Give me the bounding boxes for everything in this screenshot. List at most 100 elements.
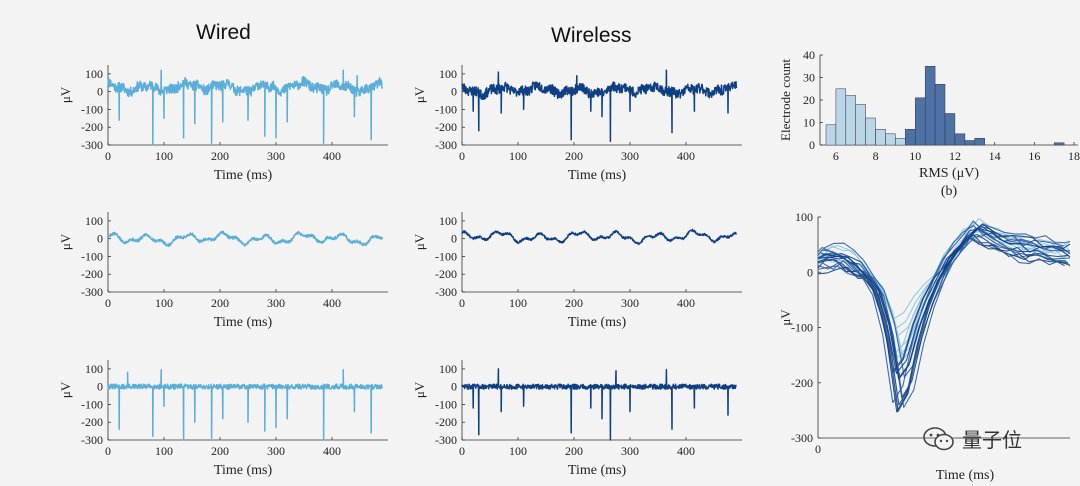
y-axis-label: μV: [58, 233, 73, 250]
y-tick-label: 0: [97, 232, 103, 246]
x-tick-label: 0: [105, 444, 111, 458]
signal-trace: [107, 69, 384, 146]
y-tick-label: -200: [435, 120, 457, 134]
signal-trace: [107, 369, 383, 441]
x-tick-label: 400: [323, 296, 341, 310]
x-axis-label: Time (ms): [568, 315, 627, 330]
x-tick-label: 100: [509, 444, 527, 458]
y-tick-label: -300: [435, 138, 457, 152]
y-tick-label: 100: [85, 362, 103, 376]
x-axis-label: Time (ms): [214, 168, 273, 183]
y-tick-label: -300: [435, 285, 457, 299]
x-tick-label: 14: [989, 149, 1001, 163]
y-tick-label: 0: [451, 232, 457, 246]
y-tick-label: 0: [451, 85, 457, 99]
x-tick-label: 0: [459, 149, 465, 163]
wechat-icon: [923, 426, 954, 450]
watermark: 量子位: [922, 424, 1022, 453]
y-tick-label: -200: [435, 267, 457, 281]
x-axis-label: Time (ms): [214, 463, 273, 478]
histogram-bar-wireless: [954, 133, 966, 146]
y-tick-label: -300: [791, 431, 813, 445]
histogram-bar-wired: [895, 138, 906, 146]
x-tick-label: 200: [565, 296, 583, 310]
x-axis-label: RMS (μV): [919, 166, 979, 181]
x-tick-label: 12: [949, 149, 961, 163]
y-tick-label: 100: [795, 210, 813, 224]
histogram-bar-wireless: [974, 138, 985, 146]
x-tick-label: 300: [267, 296, 285, 310]
histogram-bar-wireless: [924, 66, 936, 146]
x-tick-label: 200: [565, 444, 583, 458]
histogram-bar-wired: [875, 129, 886, 146]
waveform-trace: [817, 220, 1065, 372]
x-tick-label: 100: [155, 444, 173, 458]
y-tick-label: 0: [97, 85, 103, 99]
waveform-trace: [817, 234, 1065, 374]
x-tick-label: 10: [909, 149, 921, 163]
signal-trace: [461, 69, 738, 143]
watermark-text: 量子位: [962, 428, 1022, 452]
x-tick-label: 200: [211, 296, 229, 310]
histogram-bar-wired: [885, 133, 896, 146]
y-tick-label: -100: [81, 102, 103, 116]
y-tick-label: 100: [85, 214, 103, 228]
waveform-trace: [819, 228, 1071, 348]
y-tick-label: -200: [791, 376, 813, 390]
histogram-bar-wired: [845, 95, 856, 146]
x-tick-label: 300: [621, 296, 639, 310]
y-tick-label: 0: [809, 138, 815, 152]
x-tick-label: 0: [459, 444, 465, 458]
waveform-trace: [818, 225, 1071, 406]
y-tick-label: 30: [803, 71, 815, 85]
x-tick-label: 8: [873, 149, 879, 163]
panel-caption: (b): [941, 184, 958, 199]
x-tick-label: 100: [155, 149, 173, 163]
x-axis-label: Time (ms): [936, 468, 995, 483]
y-tick-label: -300: [81, 138, 103, 152]
x-tick-label: 200: [211, 444, 229, 458]
y-tick-label: 100: [85, 67, 103, 81]
x-tick-label: 400: [323, 444, 341, 458]
x-axis-label: Time (ms): [568, 463, 627, 478]
x-tick-label: 16: [1028, 149, 1040, 163]
y-axis-label: μV: [412, 233, 427, 250]
y-tick-label: 20: [803, 93, 815, 107]
y-tick-label: 100: [439, 214, 457, 228]
x-tick-label: 300: [621, 444, 639, 458]
histogram-bar-wireless: [915, 97, 926, 146]
histogram-bar-wired: [835, 88, 847, 146]
y-tick-label: 100: [439, 362, 457, 376]
waveform-trace: [822, 235, 1071, 408]
waveform-trace: [817, 224, 1065, 404]
histogram-bar-wireless: [1053, 142, 1065, 146]
y-axis-label: μV: [412, 86, 427, 103]
y-tick-label: 0: [451, 380, 457, 394]
x-tick-label: 0: [105, 296, 111, 310]
waveform-trace: [820, 223, 1071, 399]
x-tick-label: 0: [815, 442, 821, 456]
y-tick-label: -200: [81, 120, 103, 134]
x-tick-label: 400: [323, 149, 341, 163]
histogram-bar-wired: [825, 124, 837, 146]
wired-column-title: Wired: [196, 21, 251, 44]
x-tick-label: 6: [833, 149, 839, 163]
y-axis-label: μV: [778, 309, 793, 326]
waveform-trace: [817, 225, 1065, 357]
histogram-bar-wireless: [964, 140, 976, 146]
y-tick-label: 0: [97, 380, 103, 394]
rms-histogram-plot: 40 30 20 10 0 6 8 10 12 14 16 18 RMS (μV) (b) Electrod…: [778, 48, 1080, 199]
x-tick-label: 300: [267, 149, 285, 163]
histogram-bar-wired: [855, 104, 866, 146]
x-tick-label: 18: [1068, 149, 1080, 163]
x-tick-label: 100: [155, 296, 173, 310]
y-tick-label: -200: [81, 415, 103, 429]
y-tick-label: -100: [81, 249, 103, 263]
x-tick-label: 300: [621, 149, 639, 163]
y-tick-label: -300: [81, 285, 103, 299]
